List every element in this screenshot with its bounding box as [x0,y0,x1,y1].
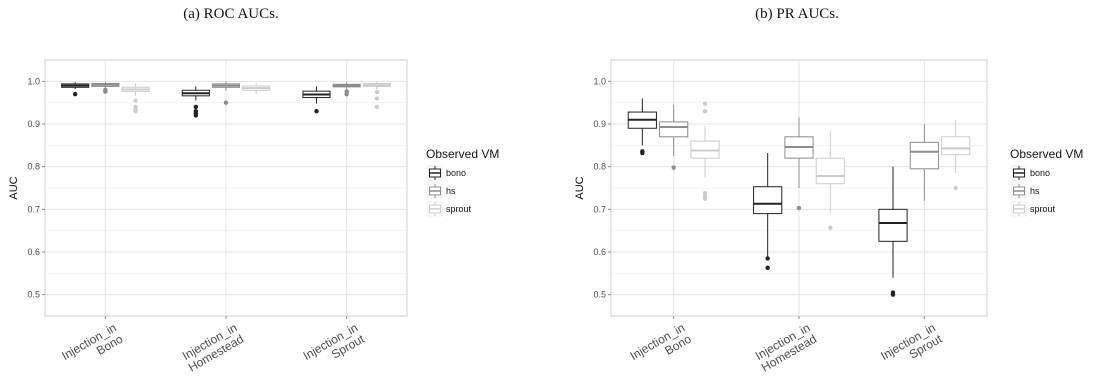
panel-pr: 0.5 0.6 0.7 0.8 0.9 1.0 AUC Injection_inBono Inj… [574,59,1083,375]
outlier-point [765,265,770,270]
box-sprout [815,157,845,185]
outlier-point [890,290,896,295]
outlier-point [671,165,676,170]
legend-label-sprout: sprout [1030,204,1056,214]
outlier-point [133,104,138,110]
y-tick-label: 0.7 [593,204,606,214]
legend-label-sprout: sprout [446,204,472,214]
y-tick-label: 0.8 [27,162,40,172]
legend-label-bono: bono [446,168,466,178]
outlier-point [374,89,380,95]
outlier-point [765,256,770,261]
panel-b-title: (b) PR AUCs. [755,6,839,22]
y-tick-label: 0.8 [593,162,606,172]
y-tick-label: 0.6 [593,247,606,257]
outlier-point [953,185,958,191]
x-tick-label: Injection_inBono [59,320,125,374]
panel-a-title: (a) ROC AUCs. [183,6,279,22]
y-tick-label: 0.9 [27,119,40,129]
y-tick-label: 0.7 [27,204,40,214]
outlier-point [796,205,802,211]
x-tick-label: Injection_inBono [628,320,694,374]
outlier-point [702,190,708,196]
y-tick-label: 1.0 [593,76,606,86]
y-tick-label: 1.0 [27,76,40,86]
outlier-point [72,91,78,97]
outlier-point [344,89,349,94]
panel-roc: 0.5 0.6 0.7 0.8 0.9 1.0 AUC Injection_inBono Inj… [8,59,499,375]
box-hs [909,141,939,170]
y-tick-label: 0.5 [593,290,606,300]
outlier-point [702,101,708,106]
legend-label-bono: bono [1030,168,1050,178]
y-tick-label: 0.5 [27,290,40,300]
outlier-point [702,194,708,199]
outlier-point [223,100,229,105]
box-bono [878,208,908,242]
legend-title: Observed VM [426,147,499,161]
outlier-point [103,87,108,93]
legend-label-hs: hs [446,186,456,196]
y-axis-label: AUC [8,176,20,199]
outlier-point [374,104,380,110]
x-tick-label: Injection_inSprout [301,320,368,374]
x-tick-label: Injection_inSprout [878,320,945,374]
outlier-point [193,104,199,110]
box-hs [659,121,689,138]
legend-label-hs: hs [1030,186,1040,196]
box-sprout [941,136,971,156]
x-tick-label: Injection_inHomestead [179,320,246,374]
y-tick-label: 0.9 [593,119,606,129]
legend-title: Observed VM [1010,147,1083,161]
outlier-point [374,96,380,101]
x-tick-label: Injection_inHomestead [752,320,819,374]
outlier-point [314,109,319,114]
outlier-point [828,225,833,230]
outlier-point [133,98,138,103]
y-tick-label: 0.6 [27,247,40,257]
outlier-point [640,149,645,154]
y-axis-label: AUC [574,176,586,199]
outlier-point [193,109,199,114]
box-bono [753,186,783,215]
outlier-point [702,109,708,114]
